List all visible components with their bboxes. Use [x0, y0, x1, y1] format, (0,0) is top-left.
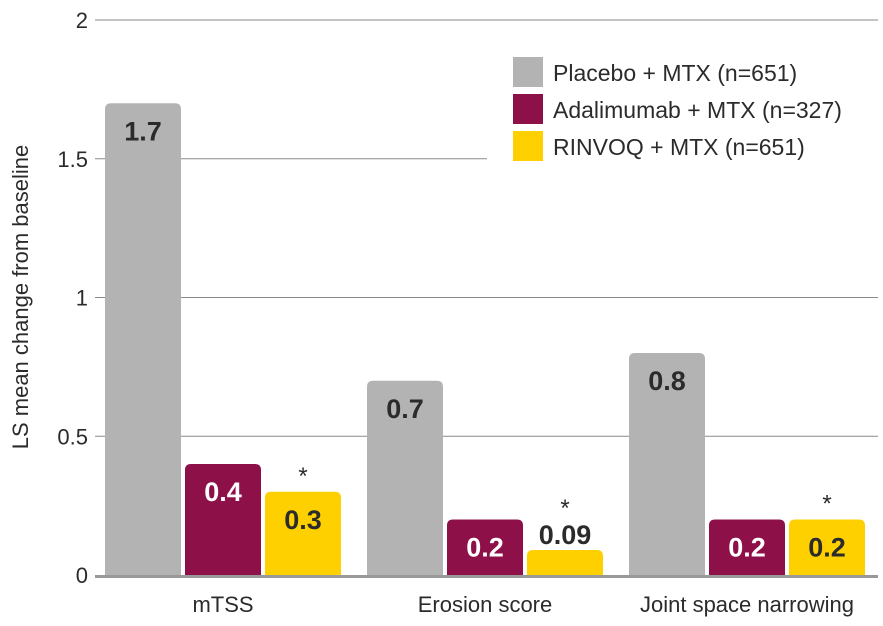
bar — [527, 550, 603, 575]
bar — [185, 464, 261, 575]
y-tick-label: 0 — [76, 563, 88, 588]
y-tick-label: 1.5 — [57, 147, 88, 172]
data-label: 1.7 — [124, 116, 162, 146]
data-label: 0.4 — [204, 477, 242, 507]
legend-label: RINVOQ + MTX (n=651) — [553, 134, 805, 160]
data-label: 0.8 — [648, 366, 686, 396]
legend-swatch — [513, 57, 543, 87]
x-tick-label: Erosion score — [418, 592, 553, 617]
data-label: 0.09 — [539, 520, 592, 550]
legend-label: Placebo + MTX (n=651) — [553, 60, 797, 86]
x-tick-label: mTSS — [192, 592, 253, 617]
significance-marker: * — [822, 491, 831, 518]
y-tick-label: 1 — [76, 286, 88, 311]
bar — [367, 380, 443, 575]
y-tick-label: 0.5 — [57, 424, 88, 449]
bar — [447, 519, 523, 575]
bar — [789, 519, 865, 575]
data-label: 0.2 — [728, 533, 766, 563]
bar — [265, 491, 341, 575]
legend-swatch — [513, 94, 543, 124]
bar — [105, 103, 181, 575]
y-tick-label: 2 — [76, 8, 88, 33]
bar — [629, 353, 705, 575]
y-axis-label: LS mean change from baseline — [8, 145, 33, 450]
bar — [709, 519, 785, 575]
data-label: 0.3 — [284, 505, 322, 535]
x-tick-label: Joint space narrowing — [640, 592, 854, 617]
significance-marker: * — [298, 463, 307, 490]
data-label: 0.7 — [386, 394, 424, 424]
significance-marker: * — [560, 495, 569, 522]
data-label: 0.2 — [466, 533, 504, 563]
data-label: 0.2 — [808, 533, 846, 563]
legend-label: Adalimumab + MTX (n=327) — [553, 97, 842, 123]
legend-swatch — [513, 131, 543, 161]
